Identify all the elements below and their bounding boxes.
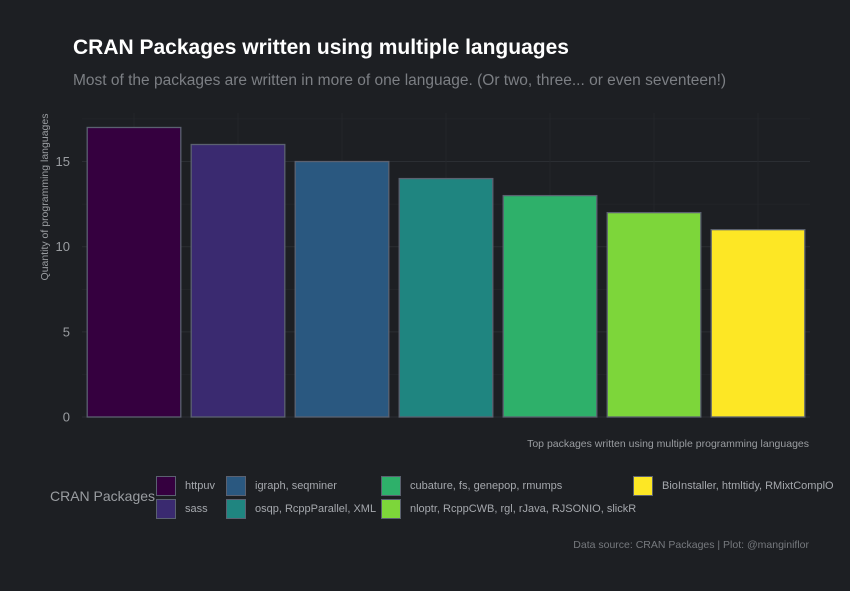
y-tick-label: 15 (56, 154, 70, 169)
bar-3 (294, 160, 390, 418)
legend-item: nloptr, RcppCWB, rgl, rJava, RJSONIO, sl… (381, 499, 636, 519)
bar-1 (86, 126, 182, 418)
legend-item: osqp, RcppParallel, XML (226, 499, 376, 519)
legend-label: igraph, seqminer (255, 480, 337, 492)
legend-item: httpuv (156, 476, 215, 496)
y-tick-label: 0 (63, 410, 70, 425)
legend-label: nloptr, RcppCWB, rgl, rJava, RJSONIO, sl… (410, 503, 637, 515)
bar-5 (502, 194, 598, 418)
y-tick-label: 5 (63, 324, 70, 339)
bar-2 (190, 143, 286, 418)
legend-item: igraph, seqminer (226, 476, 337, 496)
bar-6 (606, 211, 702, 418)
chart-title: CRAN Packages written using multiple lan… (73, 36, 569, 59)
legend-swatch (156, 476, 176, 496)
legend-swatch (381, 499, 401, 519)
bar-4 (398, 177, 494, 418)
legend-swatch (156, 499, 176, 519)
legend-item: BioInstaller, htmltidy, RMixtComplO (633, 476, 834, 496)
legend-label: cubature, fs, genepop, rmumps (410, 480, 563, 492)
legend-swatch (633, 476, 653, 496)
legend-item: cubature, fs, genepop, rmumps (381, 476, 562, 496)
legend-label: httpuv (185, 480, 215, 492)
legend-swatch (226, 499, 246, 519)
legend-label: osqp, RcppParallel, XML (255, 503, 377, 515)
legend-item: sass (156, 499, 208, 519)
caption: Data source: CRAN Packages | Plot: @mang… (573, 539, 809, 551)
bar-7 (710, 229, 806, 418)
legend-swatch (226, 476, 246, 496)
legend-swatch (381, 476, 401, 496)
chart-subtitle: Most of the packages are written in more… (73, 72, 727, 89)
legend-title: CRAN Packages (50, 488, 156, 504)
legend-label: BioInstaller, htmltidy, RMixtComplO (662, 480, 834, 492)
y-tick-label: 10 (56, 239, 70, 254)
x-axis-label: Top packages written using multiple prog… (527, 438, 809, 450)
legend-label: sass (185, 503, 208, 515)
